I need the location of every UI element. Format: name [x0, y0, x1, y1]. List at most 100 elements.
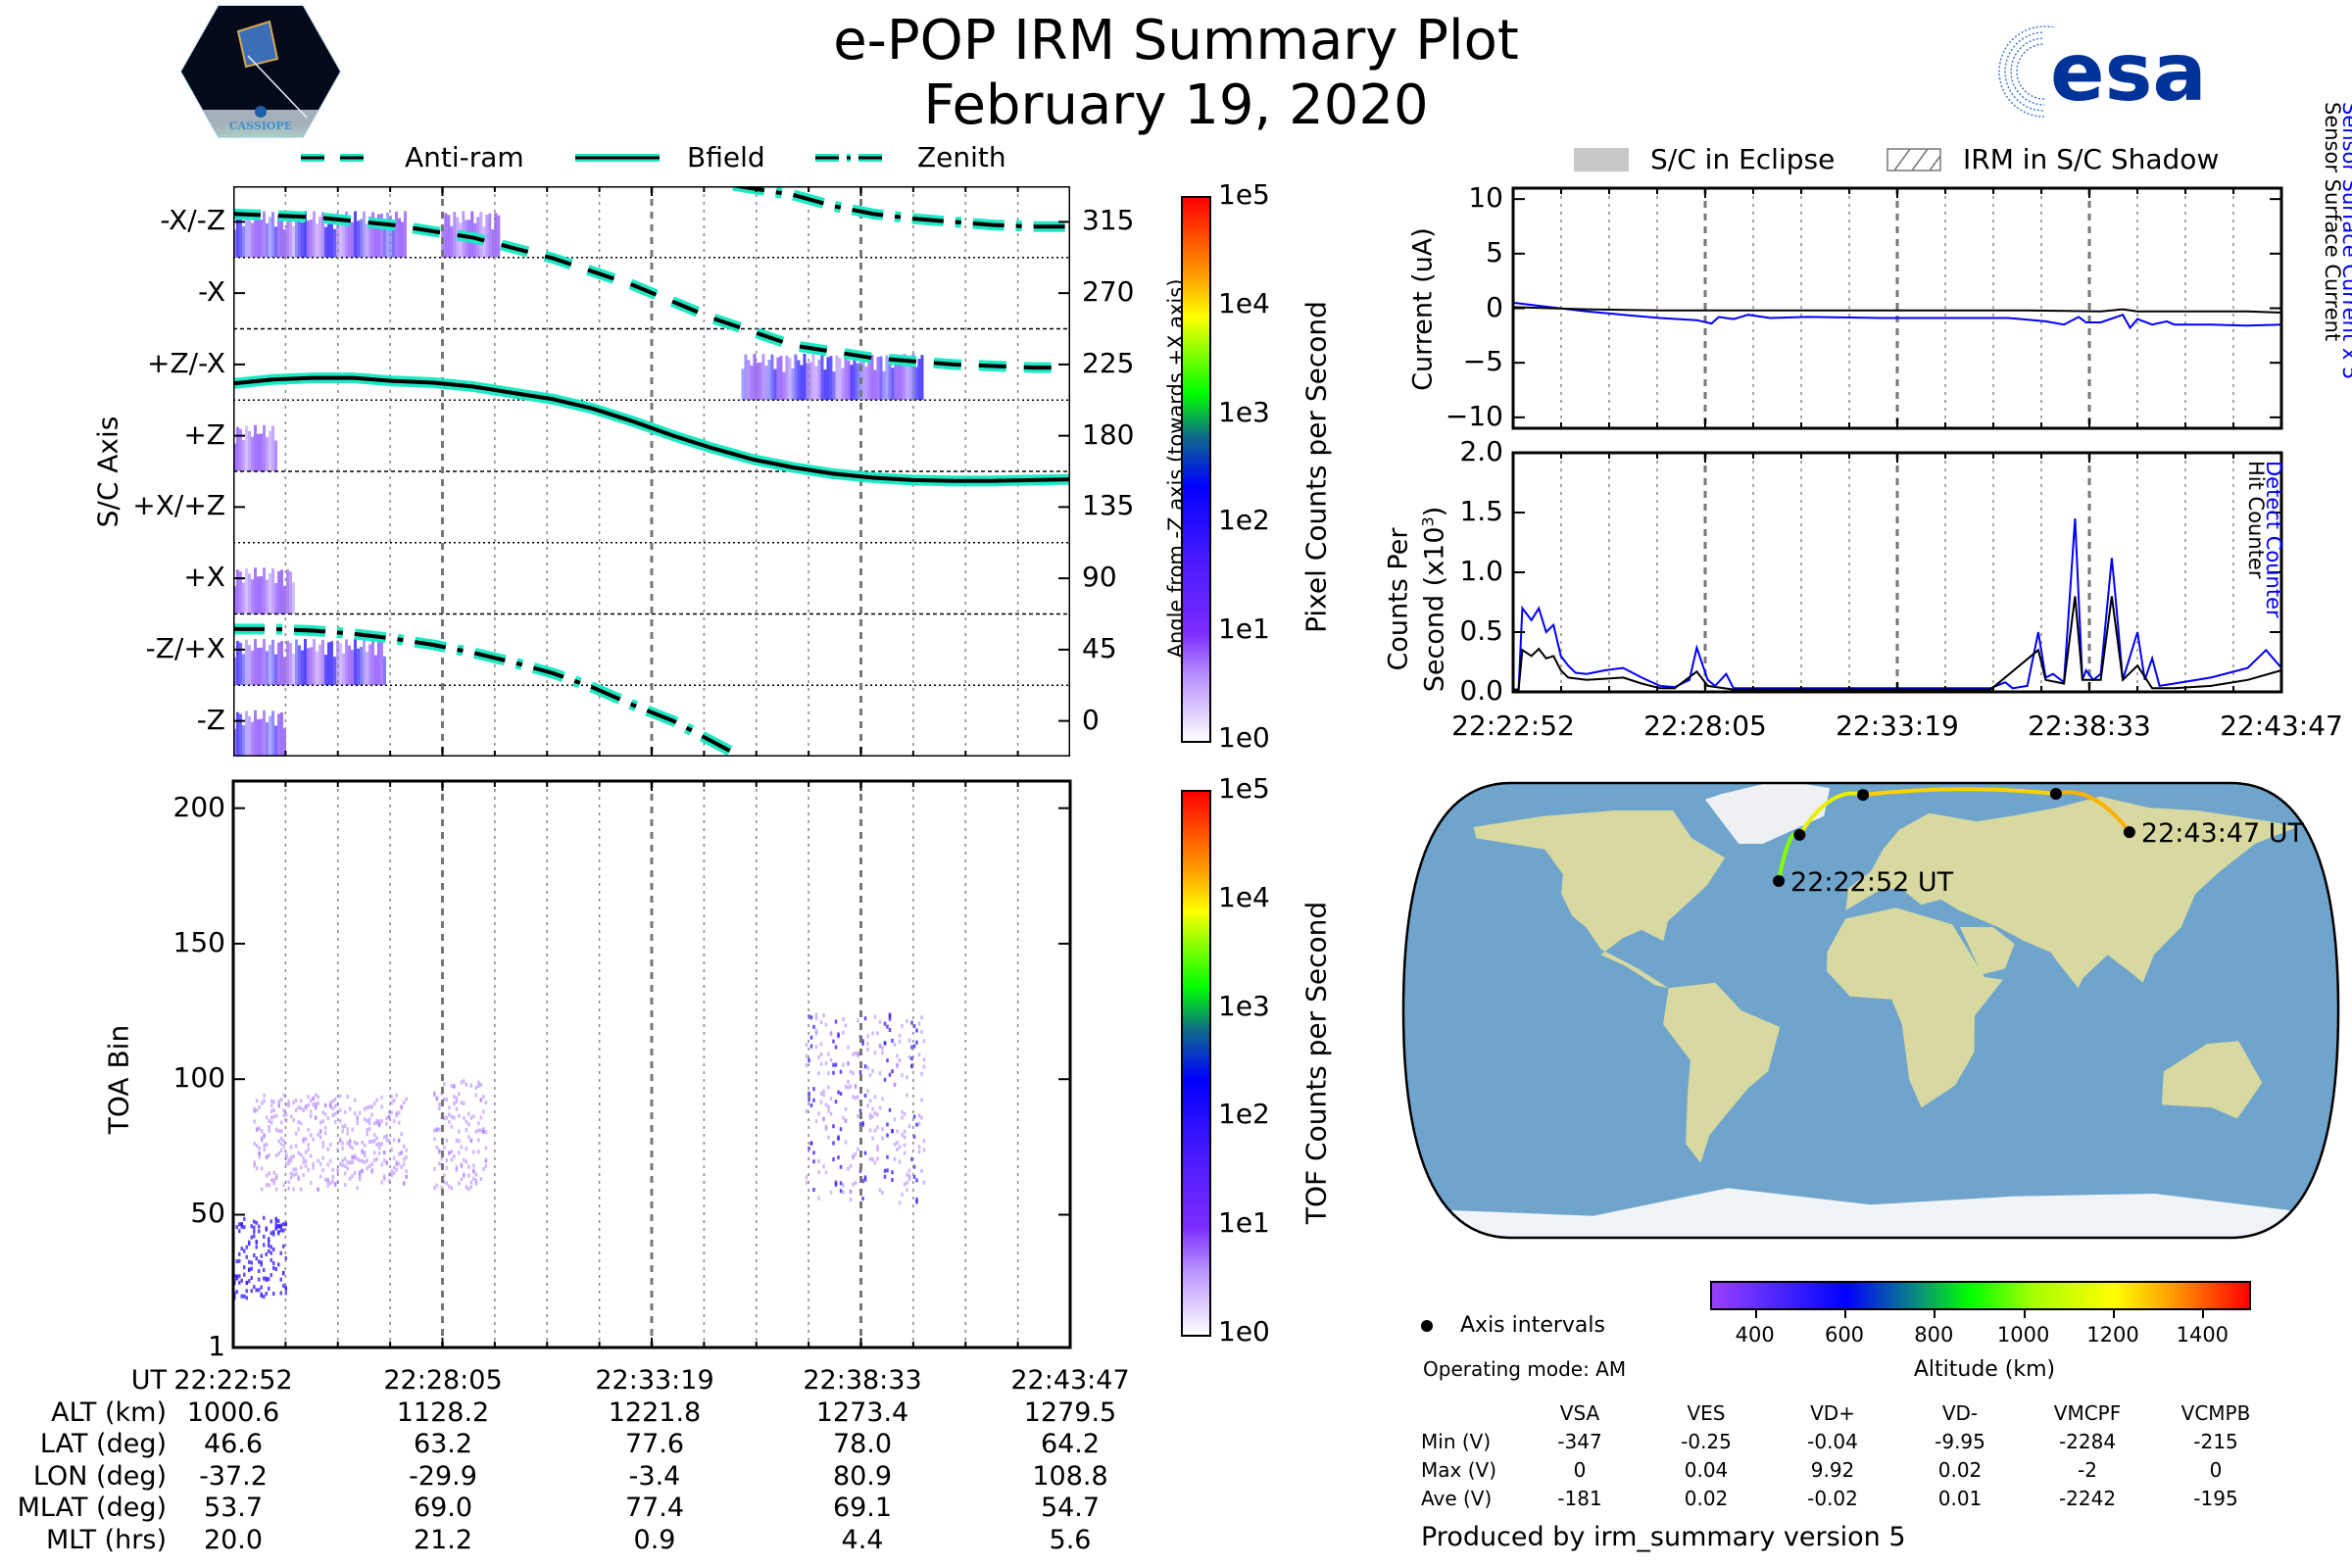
- counts-x-tick-label: 22:43:47: [2220, 710, 2343, 742]
- voltage-cell: 9.92: [1810, 1458, 1855, 1482]
- colorbar-tick-label: 1e1: [1218, 1206, 1270, 1240]
- current-tick-label: 10: [1468, 181, 1503, 215]
- counts-ylabel-line1: Counts Per: [1383, 527, 1414, 671]
- ephemeris-cell: -29.9: [409, 1460, 477, 1492]
- counts-tick-label: 2.0: [1459, 435, 1503, 467]
- voltage-cell: -215: [2193, 1430, 2238, 1453]
- ephemeris-cell: 1221.8: [608, 1396, 702, 1428]
- legend-label: Bfield: [687, 141, 765, 173]
- counts-chart: [1511, 451, 2283, 694]
- series-sensor-surface-current-x-5: [1512, 301, 2282, 330]
- altitude-label: Altitude (km): [1913, 1357, 2056, 1382]
- voltage-row-label: Ave (V): [1421, 1487, 1493, 1510]
- colorbar-tick-label: 1e2: [1218, 504, 1270, 537]
- operating-mode: Operating mode: AM: [1423, 1357, 1627, 1381]
- legend-label: S/C in Eclipse: [1650, 143, 1836, 175]
- solid-line-icon: [575, 153, 660, 162]
- ephemeris-cell: 22:43:47: [1010, 1365, 1130, 1396]
- voltage-row-label: Min (V): [1421, 1430, 1492, 1453]
- voltage-cell: -2242: [2058, 1487, 2117, 1510]
- orbit-track-segment: [1797, 791, 1864, 837]
- legend-bfield: Bfield: [573, 141, 765, 173]
- orbit-map: 22:22:52 UT 22:43:47 UT: [1401, 781, 2340, 1240]
- india: [2044, 944, 2097, 989]
- esa-logo: esa: [1989, 18, 2274, 125]
- ephemeris-row-label: UT: [130, 1365, 167, 1396]
- australia: [2161, 1041, 2263, 1119]
- voltage-header: VSA: [1559, 1401, 1600, 1425]
- sc-axis-tick-label: -X/-Z: [160, 204, 225, 237]
- toa-blob: [433, 1079, 488, 1192]
- ephemeris-cell: 80.9: [832, 1460, 893, 1492]
- ephemeris-cell: 1273.4: [815, 1396, 909, 1428]
- voltage-cell: 0.04: [1684, 1458, 1729, 1482]
- ephemeris-cell: 77.6: [624, 1429, 685, 1459]
- counts-x-tick-label: 22:28:05: [1643, 710, 1767, 742]
- trace-bfield: [233, 372, 1070, 487]
- orbit-track-segment: [1862, 787, 2057, 798]
- eurasia: [1845, 796, 2297, 983]
- page-title: e-POP IRM Summary Plot: [833, 9, 1519, 73]
- pixel-counts-label: Pixel Counts per Second: [1299, 301, 1333, 633]
- counts-tick-label: 1.5: [1459, 495, 1503, 527]
- angle-tick-label: 225: [1082, 346, 1135, 379]
- series-detect-counter: [1513, 518, 2282, 691]
- counts-tick-label: 0.0: [1459, 674, 1503, 707]
- map-body: [1403, 783, 2338, 1238]
- voltage-header: VES: [1687, 1401, 1726, 1425]
- voltage-cell: -2284: [2058, 1430, 2117, 1453]
- arabia: [1959, 927, 2015, 975]
- toa-chart: [231, 779, 1072, 1349]
- page-date: February 19, 2020: [923, 74, 1429, 137]
- ephemeris-cell: 1000.6: [186, 1396, 280, 1428]
- voltage-header: VD+: [1810, 1401, 1855, 1425]
- esa-logo-graphic: esa: [1998, 25, 2207, 120]
- colorbar-tick-label: 1e1: [1218, 612, 1270, 646]
- ephemeris-cell: 20.0: [203, 1524, 264, 1555]
- trace-anti-ram: [233, 208, 1070, 373]
- cassiope-logo: CASSIOPE: [179, 2, 342, 141]
- axis-interval-marker: [1773, 874, 1786, 887]
- legend-label: Zenith: [917, 141, 1006, 173]
- gray-swatch-icon: [1574, 147, 1629, 172]
- altitude-tick: [2023, 1310, 2026, 1318]
- north-america: [1473, 810, 1726, 989]
- ephemeris-row-label: MLAT (deg): [17, 1493, 167, 1523]
- angle-tick-label: 0: [1082, 703, 1100, 736]
- voltage-cell: 0.02: [1684, 1487, 1729, 1510]
- legend-label: Anti-ram: [405, 141, 524, 173]
- colorbar-tick-label: 1e5: [1218, 178, 1270, 211]
- legend-shadow: IRM in S/C Shadow: [1886, 143, 2219, 175]
- sc-axis-tick-label: -X: [198, 275, 225, 309]
- axis-intervals-legend: Axis intervals: [1421, 1313, 1605, 1338]
- current-tick-label: 0: [1486, 290, 1503, 323]
- ephemeris-cell: 53.7: [203, 1493, 264, 1523]
- south-america: [1663, 982, 1781, 1163]
- sc-axis-tick-label: +Z/-X: [147, 346, 225, 379]
- ephemeris-cell: 5.6: [1049, 1524, 1092, 1555]
- sc-axis-tick-label: +X: [183, 561, 225, 594]
- tof-counts-label: TOF Counts per Second: [1299, 901, 1333, 1225]
- ephemeris-cell: 22:38:33: [803, 1365, 922, 1396]
- altitude-tick-label: 800: [1914, 1323, 1954, 1347]
- sc-axis-tick-label: -Z: [196, 703, 225, 736]
- ephemeris-cell: -37.2: [199, 1460, 268, 1492]
- ephemeris-cell: 1128.2: [396, 1396, 490, 1428]
- counts-tick-label: 0.5: [1459, 614, 1503, 647]
- ephemeris-cell: 4.4: [841, 1524, 884, 1555]
- map-border: [1401, 781, 2340, 1240]
- series-hit-counter: [1513, 596, 2282, 691]
- spectrogram-blob: [741, 353, 924, 401]
- ephemeris-row-label: LON (deg): [32, 1460, 167, 1492]
- toa-tick-label: 1: [208, 1330, 225, 1362]
- angle-tick-label: 45: [1082, 631, 1117, 664]
- voltage-cell: -2: [2078, 1458, 2097, 1482]
- ephemeris-cell: 69.1: [832, 1493, 893, 1523]
- ephemeris-cell: 21.2: [413, 1524, 473, 1555]
- toa-tick-label: 100: [172, 1061, 225, 1095]
- voltage-cell: 0.01: [1937, 1487, 1983, 1510]
- ephemeris-cell: 22:33:19: [595, 1365, 714, 1396]
- ephemeris-cell: 78.0: [832, 1429, 893, 1459]
- altitude-tick: [2113, 1310, 2115, 1318]
- colorbar-tick-label: 1e5: [1218, 772, 1270, 805]
